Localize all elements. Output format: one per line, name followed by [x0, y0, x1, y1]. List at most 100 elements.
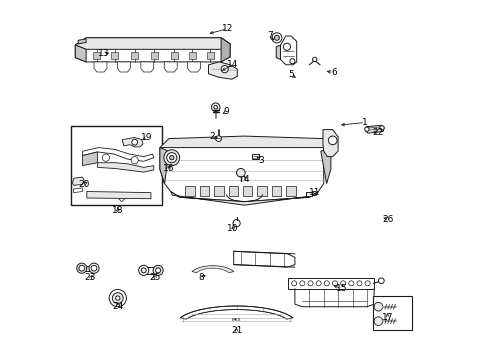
Circle shape — [332, 281, 337, 286]
Polygon shape — [122, 138, 142, 147]
Polygon shape — [117, 62, 130, 72]
Bar — [373, 296, 411, 330]
Circle shape — [221, 66, 228, 73]
Circle shape — [378, 278, 384, 284]
Circle shape — [340, 281, 345, 286]
Polygon shape — [143, 267, 158, 274]
Circle shape — [364, 127, 368, 131]
Polygon shape — [111, 52, 118, 59]
Circle shape — [115, 296, 120, 300]
Circle shape — [112, 293, 123, 303]
Polygon shape — [170, 52, 178, 59]
Circle shape — [102, 154, 109, 161]
Circle shape — [312, 57, 316, 62]
Polygon shape — [188, 52, 196, 59]
Circle shape — [373, 317, 382, 325]
Polygon shape — [180, 306, 292, 319]
Circle shape — [77, 263, 87, 273]
Circle shape — [373, 302, 382, 311]
Text: 3: 3 — [257, 156, 263, 165]
Circle shape — [169, 156, 174, 160]
Circle shape — [365, 281, 369, 286]
Circle shape — [307, 281, 312, 286]
Text: MKX: MKX — [231, 318, 241, 323]
Text: 17: 17 — [381, 313, 393, 322]
Polygon shape — [75, 38, 230, 62]
Polygon shape — [73, 188, 82, 193]
Circle shape — [356, 281, 361, 286]
Text: 18: 18 — [112, 206, 123, 215]
Polygon shape — [280, 36, 296, 65]
Circle shape — [139, 265, 148, 275]
Bar — [214, 186, 223, 196]
Polygon shape — [78, 39, 86, 44]
Polygon shape — [322, 130, 337, 157]
Circle shape — [213, 105, 217, 109]
Text: 11: 11 — [309, 188, 320, 197]
Polygon shape — [233, 251, 294, 267]
Circle shape — [109, 289, 126, 307]
Text: 10: 10 — [227, 224, 238, 233]
Polygon shape — [93, 52, 101, 59]
Circle shape — [89, 263, 99, 273]
Circle shape — [79, 265, 84, 271]
Polygon shape — [320, 148, 330, 184]
Polygon shape — [81, 266, 94, 271]
Circle shape — [324, 281, 328, 286]
Text: 1: 1 — [362, 118, 367, 127]
Text: 4: 4 — [243, 175, 248, 184]
Polygon shape — [82, 152, 98, 166]
Polygon shape — [287, 278, 373, 289]
Text: 19: 19 — [141, 133, 152, 142]
Circle shape — [232, 220, 240, 227]
Text: 6: 6 — [330, 68, 336, 77]
Circle shape — [166, 153, 177, 163]
Bar — [200, 186, 209, 196]
Bar — [228, 186, 238, 196]
Circle shape — [291, 281, 296, 286]
Polygon shape — [75, 45, 86, 62]
Bar — [71, 126, 162, 205]
Text: 5: 5 — [288, 71, 294, 79]
Text: 14: 14 — [227, 60, 238, 69]
Circle shape — [153, 265, 163, 275]
Polygon shape — [87, 192, 151, 199]
Text: 9: 9 — [223, 107, 229, 116]
Polygon shape — [98, 163, 153, 172]
Text: 15: 15 — [335, 284, 347, 293]
Polygon shape — [365, 125, 384, 133]
Polygon shape — [160, 136, 330, 151]
Text: 25: 25 — [149, 274, 161, 282]
Bar — [243, 186, 252, 196]
Text: 16: 16 — [163, 164, 174, 173]
Circle shape — [283, 43, 290, 50]
Polygon shape — [206, 52, 213, 59]
Polygon shape — [75, 38, 230, 49]
Polygon shape — [251, 154, 258, 159]
Polygon shape — [160, 148, 323, 202]
Circle shape — [163, 150, 179, 166]
Circle shape — [328, 136, 336, 145]
Polygon shape — [208, 62, 237, 79]
Polygon shape — [141, 62, 153, 72]
Circle shape — [141, 268, 146, 273]
Circle shape — [236, 168, 244, 177]
Bar — [285, 186, 295, 196]
Text: 12: 12 — [221, 24, 232, 33]
Polygon shape — [72, 177, 84, 185]
Text: 22: 22 — [371, 128, 383, 137]
Text: 2: 2 — [209, 132, 214, 141]
Circle shape — [211, 103, 220, 112]
Polygon shape — [82, 148, 153, 161]
Polygon shape — [187, 62, 200, 72]
Polygon shape — [192, 266, 233, 273]
Bar — [271, 186, 281, 196]
Bar — [257, 186, 266, 196]
Polygon shape — [160, 148, 168, 184]
Circle shape — [91, 265, 97, 271]
Polygon shape — [221, 38, 230, 62]
Circle shape — [348, 281, 353, 286]
Text: 13: 13 — [98, 49, 109, 58]
Circle shape — [299, 281, 304, 286]
Polygon shape — [170, 192, 318, 205]
